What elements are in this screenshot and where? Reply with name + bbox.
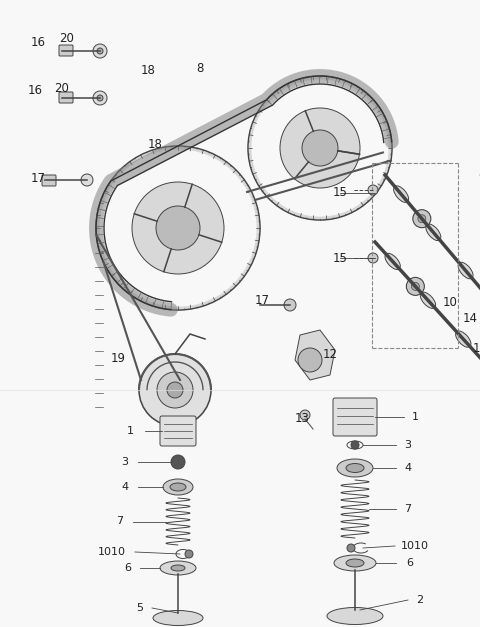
Circle shape [298,348,322,372]
Text: 18: 18 [147,139,162,152]
Text: 14: 14 [463,312,478,325]
Ellipse shape [346,463,364,473]
Circle shape [97,48,103,54]
Text: 4: 4 [121,482,129,492]
Ellipse shape [153,611,203,626]
Ellipse shape [337,459,373,477]
Text: 12: 12 [323,349,337,362]
Text: 10: 10 [443,295,457,308]
Text: 18: 18 [141,63,156,76]
Ellipse shape [327,608,383,624]
Text: 11: 11 [472,342,480,354]
FancyBboxPatch shape [59,45,73,56]
Text: 20: 20 [55,82,70,95]
Circle shape [368,185,378,195]
FancyBboxPatch shape [59,92,73,103]
Circle shape [97,95,103,101]
Circle shape [418,214,426,223]
Ellipse shape [385,253,400,270]
Text: 1010: 1010 [98,547,126,557]
FancyBboxPatch shape [333,398,377,436]
Ellipse shape [160,561,196,575]
Circle shape [185,550,193,558]
Text: 8: 8 [196,61,204,75]
Ellipse shape [170,483,186,491]
Text: 6: 6 [407,558,413,568]
Circle shape [302,130,338,166]
Circle shape [280,108,360,188]
Ellipse shape [426,224,441,241]
Text: 15: 15 [333,251,348,265]
Polygon shape [295,330,335,380]
Text: 13: 13 [295,411,310,424]
Text: 7: 7 [117,517,123,527]
FancyBboxPatch shape [160,416,196,446]
Ellipse shape [334,555,376,571]
Text: 1: 1 [127,426,133,436]
Text: 1010: 1010 [401,541,429,551]
Circle shape [81,174,93,186]
Text: 16: 16 [27,83,43,97]
Circle shape [93,44,107,58]
Circle shape [171,455,185,469]
Circle shape [156,206,200,250]
Ellipse shape [171,565,185,571]
Circle shape [93,91,107,105]
Text: 19: 19 [110,352,125,364]
Circle shape [157,372,193,408]
Circle shape [132,182,224,274]
FancyBboxPatch shape [42,175,56,186]
Text: 1: 1 [411,412,419,422]
Text: 17: 17 [31,172,46,184]
Circle shape [300,410,310,420]
Text: 6: 6 [124,563,132,573]
Ellipse shape [458,262,473,279]
Circle shape [167,382,183,398]
Text: 3: 3 [121,457,129,467]
Text: 20: 20 [60,31,74,45]
Ellipse shape [420,292,436,308]
Circle shape [413,209,431,228]
Text: 7: 7 [405,504,411,514]
Circle shape [407,277,424,295]
Circle shape [368,253,378,263]
Circle shape [411,282,420,290]
Text: 2: 2 [417,595,423,605]
Ellipse shape [163,479,193,495]
Text: 5: 5 [136,603,144,613]
Circle shape [347,544,355,552]
Text: 4: 4 [405,463,411,473]
Text: 15: 15 [333,186,348,199]
Text: 17: 17 [254,293,269,307]
Circle shape [284,299,296,311]
Ellipse shape [346,559,364,567]
Text: 16: 16 [31,36,46,48]
Text: 3: 3 [405,440,411,450]
Circle shape [351,441,359,449]
Circle shape [139,354,211,426]
Ellipse shape [394,186,408,203]
Ellipse shape [456,331,471,347]
